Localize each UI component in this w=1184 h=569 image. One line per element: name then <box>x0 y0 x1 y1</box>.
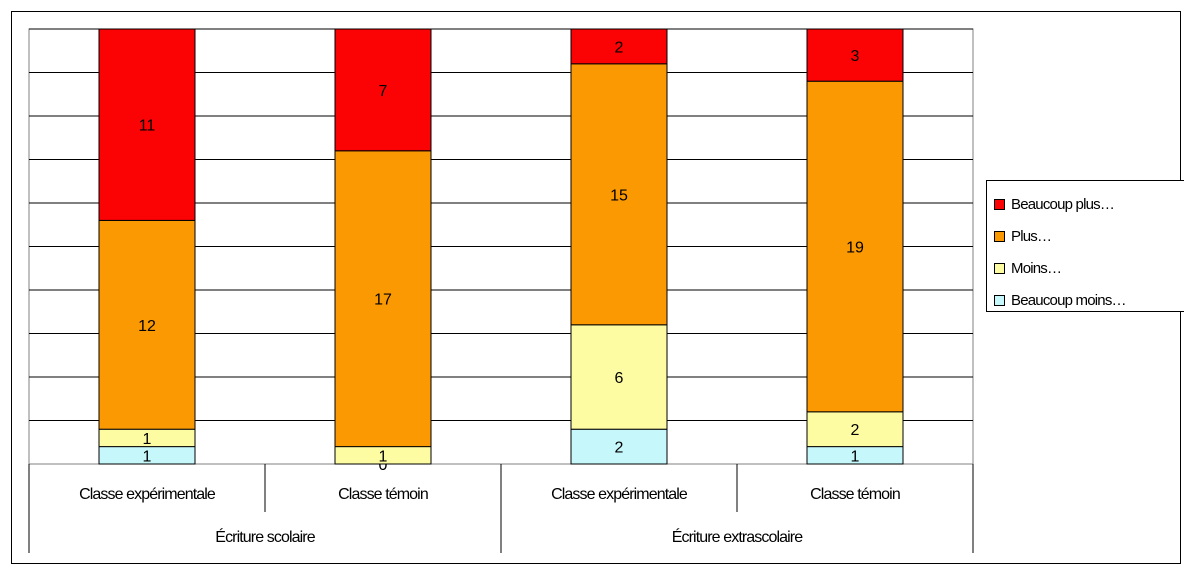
legend-label: Beaucoup moins… <box>1011 291 1127 309</box>
category-label: Classe témoin <box>338 486 428 503</box>
bar-segment <box>570 28 668 65</box>
bar-segment <box>98 28 196 221</box>
bar-segment <box>570 428 668 465</box>
legend-label: Moins… <box>1011 259 1062 277</box>
bar-segment <box>806 411 904 448</box>
bar-segment <box>806 28 904 82</box>
data-label: 7 <box>379 83 388 100</box>
data-label: 6 <box>615 370 624 387</box>
data-label: 17 <box>374 292 392 309</box>
data-label: 1 <box>143 448 152 465</box>
bar-segment <box>98 219 196 430</box>
legend-swatch <box>994 294 1005 306</box>
category-label: Classe témoin <box>810 486 900 503</box>
data-label: 0 <box>379 457 388 474</box>
legend-swatch <box>994 262 1005 274</box>
legend-label: Beaucoup plus… <box>1011 195 1115 213</box>
data-label: 1 <box>143 431 152 448</box>
group-label: Écriture scolaire <box>215 527 315 546</box>
data-label: 15 <box>610 187 628 204</box>
legend-swatch <box>994 198 1005 210</box>
legend-item: Plus… <box>994 226 1052 246</box>
bar-segment <box>334 28 432 152</box>
data-label: 19 <box>846 240 864 257</box>
group-label: Écriture extrascolaire <box>672 527 803 546</box>
data-label: 12 <box>138 318 156 335</box>
category-label: Classe expérimentale <box>551 486 688 503</box>
legend-swatch <box>994 230 1005 242</box>
legend-item: Beaucoup plus… <box>994 194 1115 214</box>
legend: Beaucoup plus… Plus… Moins… Beaucoup moins… <box>986 180 1184 312</box>
bar-segment <box>570 63 668 326</box>
data-label: 2 <box>615 39 624 56</box>
data-label: 11 <box>139 118 156 135</box>
legend-label: Plus… <box>1011 227 1052 245</box>
data-label: 2 <box>615 440 624 457</box>
data-label: 2 <box>851 422 860 439</box>
legend-item: Beaucoup moins… <box>994 290 1127 310</box>
data-label: 1 <box>379 448 388 465</box>
legend-item: Moins… <box>994 258 1062 278</box>
category-label: Classe expérimentale <box>79 486 216 503</box>
data-label: 1 <box>851 448 860 465</box>
data-label: 3 <box>851 48 860 65</box>
